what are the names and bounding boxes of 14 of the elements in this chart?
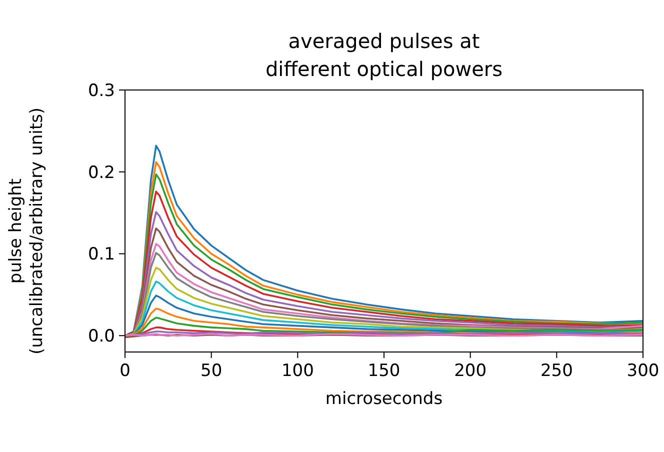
x-tick-label: 50 (200, 361, 222, 381)
y-tick-label: 0.1 (88, 244, 115, 265)
chart-title: averaged pulses at different optical powers (265, 29, 503, 81)
x-tick-label: 300 (626, 361, 660, 381)
x-tick-label: 250 (540, 361, 573, 381)
y-tick-label: 0.3 (88, 80, 115, 101)
x-tick-label: 0 (120, 361, 130, 381)
x-tick-label: 200 (454, 361, 487, 381)
x-tick-label: 150 (368, 361, 400, 381)
y-tick-label: 0.2 (88, 162, 115, 183)
x-axis-title: microseconds (325, 389, 443, 409)
x-tick-label: 100 (281, 361, 314, 381)
y-axis-title: pulse height (uncalibrated/arbitrary units) (6, 107, 47, 355)
y-tick-label: 0.0 (88, 326, 115, 347)
